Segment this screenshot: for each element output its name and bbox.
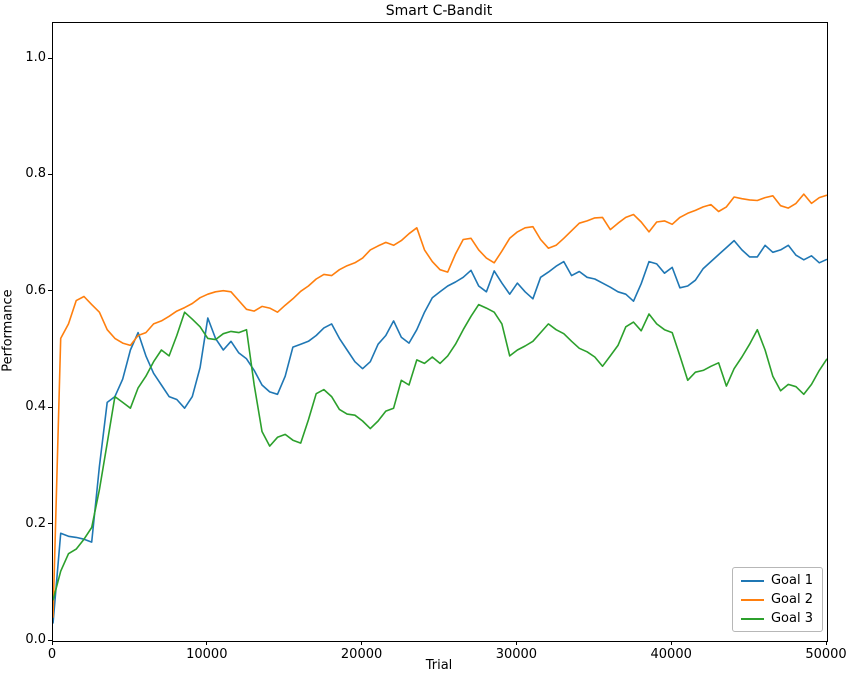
y-tick-mark: [48, 290, 52, 292]
y-tick-mark: [48, 639, 52, 641]
x-axis-label: Trial: [425, 658, 453, 673]
x-tick-label: 20000: [340, 647, 383, 662]
chart-title: Smart C-Bandit: [385, 3, 493, 19]
x-tick-mark: [361, 641, 363, 645]
y-tick-label: 1.0: [25, 50, 46, 66]
goal-3-line: [53, 303, 827, 601]
x-tick-label: 0: [47, 647, 57, 662]
legend-line-swatch: [740, 579, 764, 582]
x-tick-label: 30000: [495, 647, 538, 662]
x-tick-mark: [51, 641, 53, 645]
y-tick-label: 0.4: [25, 399, 46, 415]
y-tick-label: 0.8: [25, 166, 46, 182]
x-tick-mark: [825, 641, 827, 645]
y-axis-label: Performance: [0, 289, 16, 372]
y-tick-label: 0.0: [25, 632, 46, 647]
x-tick-label: 40000: [650, 647, 692, 662]
goal-1-line: [53, 239, 827, 624]
legend-label: Goal 1: [770, 573, 813, 588]
x-tick-mark: [515, 641, 517, 645]
legend: Goal 1 Goal 2 Goal 3: [731, 567, 823, 632]
x-tick-label: 10000: [186, 647, 228, 662]
x-tick-label: 50000: [805, 647, 847, 662]
y-tick-label: 0.6: [25, 282, 46, 298]
legend-line-swatch: [740, 598, 764, 601]
legend-label: Goal 2: [770, 592, 813, 607]
line-chart-svg: [53, 193, 827, 624]
plot-area: Goal 1 Goal 2 Goal 3: [52, 22, 828, 642]
y-tick-label: 0.2: [25, 515, 46, 531]
legend-entry-goal-3: Goal 3: [740, 611, 813, 626]
legend-entry-goal-1: Goal 1: [740, 573, 813, 588]
legend-entry-goal-2: Goal 2: [740, 592, 813, 607]
legend-label: Goal 3: [770, 611, 813, 626]
y-tick-mark: [48, 406, 52, 408]
goal-2-line: [53, 193, 827, 618]
x-tick-mark: [206, 641, 208, 645]
x-tick-mark: [670, 641, 672, 645]
y-tick-mark: [48, 57, 52, 59]
y-tick-mark: [48, 173, 52, 175]
legend-line-swatch: [740, 617, 764, 620]
y-tick-mark: [48, 523, 52, 525]
